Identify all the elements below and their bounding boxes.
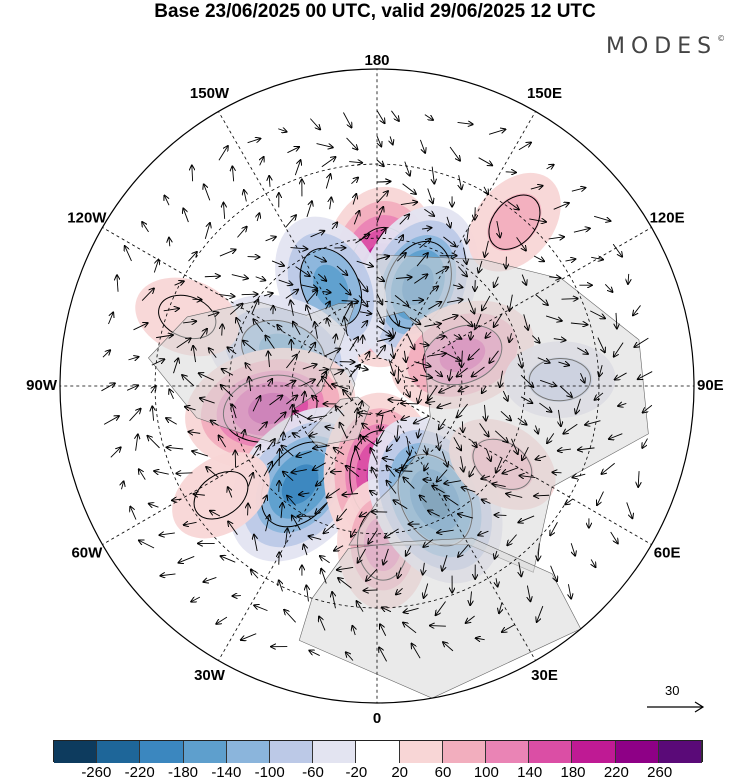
colorbar-segment bbox=[486, 741, 529, 763]
longitude-label-120w: 120W bbox=[67, 209, 107, 226]
colorbar-tick-label: -220 bbox=[125, 764, 155, 781]
colorbar-tick-label: 100 bbox=[474, 764, 499, 781]
longitude-label-150e: 150E bbox=[527, 85, 562, 102]
longitude-label-90e: 90E bbox=[697, 377, 724, 394]
colorbar-tick-label: -140 bbox=[211, 764, 241, 781]
colorbar-tick-label: -20 bbox=[345, 764, 367, 781]
wind-arrow bbox=[176, 473, 192, 474]
wind-arrow bbox=[412, 300, 423, 301]
polar-stereographic-map: 180 150E 120E 90E 60E 30E 0 30W 60W 90W 120W 150W bbox=[0, 0, 750, 740]
wind-arrow bbox=[193, 299, 202, 300]
map-disk bbox=[49, 58, 706, 715]
wind-arrow bbox=[331, 471, 342, 472]
colorbar-tick-label: 140 bbox=[517, 764, 542, 781]
wind-arrow bbox=[279, 449, 280, 466]
longitude-label-180: 180 bbox=[364, 52, 389, 69]
wind-arrow bbox=[291, 340, 292, 351]
colorbar-tick-label: -100 bbox=[255, 764, 285, 781]
colorbar-segment bbox=[184, 741, 227, 763]
longitude-label-60e: 60E bbox=[654, 544, 681, 561]
colorbar-tick-label: 260 bbox=[647, 764, 672, 781]
colorbar-segment bbox=[140, 741, 183, 763]
colorbar-tick-label: -260 bbox=[81, 764, 111, 781]
colorbar-segment bbox=[572, 741, 615, 763]
longitude-label-90w: 90W bbox=[26, 377, 58, 394]
longitude-label-0: 0 bbox=[373, 710, 381, 727]
colorbar-segment bbox=[443, 741, 486, 763]
wind-arrow bbox=[462, 421, 463, 432]
wind-arrow bbox=[561, 299, 577, 300]
colorbar-segment bbox=[400, 741, 443, 763]
colorbar bbox=[53, 740, 703, 762]
wind-arrow bbox=[552, 472, 561, 473]
longitude-label-120e: 120E bbox=[650, 209, 685, 226]
colorbar-tick-label: -180 bbox=[168, 764, 198, 781]
vector-reference-arrow bbox=[645, 697, 715, 723]
colorbar-segment bbox=[659, 741, 702, 763]
longitude-label-60w: 60W bbox=[71, 544, 103, 561]
longitude-label-150w: 150W bbox=[190, 85, 230, 102]
wind-arrow bbox=[222, 324, 223, 335]
colorbar-segment bbox=[529, 741, 572, 763]
colorbar-segment bbox=[270, 741, 313, 763]
colorbar-segment bbox=[616, 741, 659, 763]
colorbar-tick-label: 20 bbox=[391, 764, 408, 781]
colorbar-segment bbox=[227, 741, 270, 763]
colorbar-tick-label: -60 bbox=[302, 764, 324, 781]
wind-arrow bbox=[401, 403, 418, 404]
wind-arrow bbox=[242, 294, 258, 295]
colorbar-segment bbox=[313, 741, 356, 763]
colorbar-segment bbox=[356, 741, 399, 763]
vector-reference-label: 30 bbox=[665, 683, 679, 698]
longitude-label-30e: 30E bbox=[531, 667, 558, 684]
colorbar-labels: -260 -220 -180 -140 -100 -60 -20 20 60 100 140 180 2… bbox=[0, 764, 750, 784]
colorbar-tick-label: 180 bbox=[560, 764, 585, 781]
colorbar-tick-label: 220 bbox=[604, 764, 629, 781]
colorbar-tick-label: 60 bbox=[435, 764, 452, 781]
colorbar-segment bbox=[54, 741, 97, 763]
colorbar-segment bbox=[97, 741, 140, 763]
longitude-label-30w: 30W bbox=[194, 667, 226, 684]
